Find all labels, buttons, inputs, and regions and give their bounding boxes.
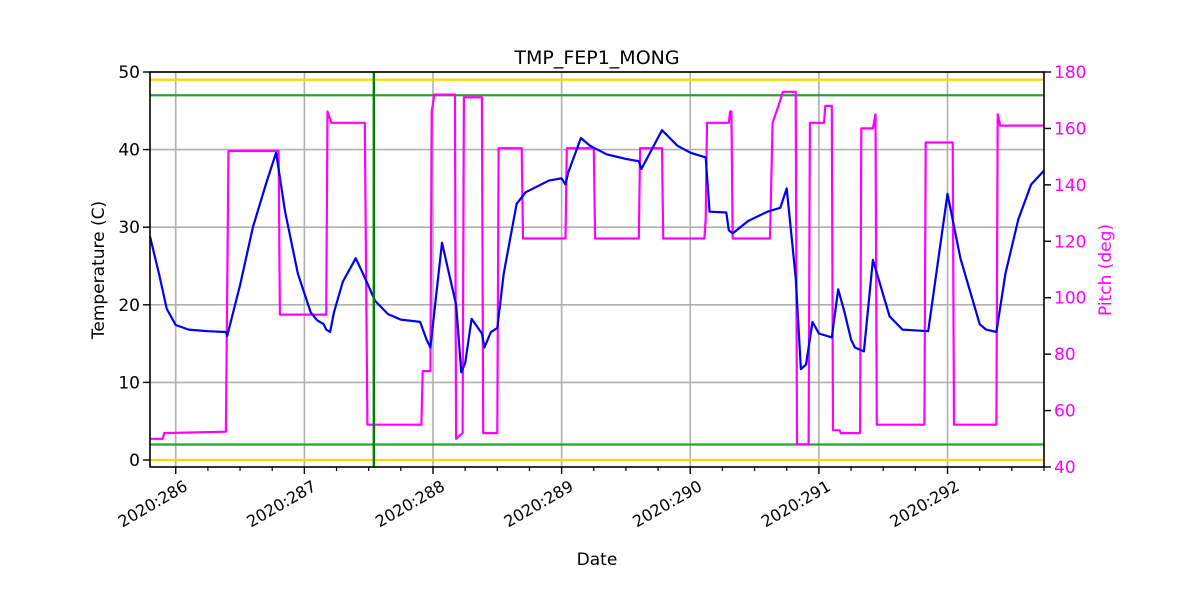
y-axis-left: 0 10 20 30 40 50	[118, 63, 150, 471]
limit-lines	[150, 78, 1044, 462]
y-tick-label: 20	[118, 296, 140, 316]
y-right-tick-label: 160	[1054, 119, 1086, 139]
pitch-line	[150, 90, 1044, 446]
y-axis-right-label: Pitch (deg)	[1096, 224, 1116, 316]
y-tick-label: 50	[118, 63, 140, 83]
y-right-tick-label: 180	[1054, 63, 1086, 83]
temperature-line	[148, 129, 1045, 374]
pitch-series	[150, 90, 1044, 446]
temperature-series	[148, 129, 1045, 374]
y-axis-left-label: Temperature (C)	[89, 201, 109, 340]
y-right-tick-label: 120	[1054, 232, 1086, 252]
y-tick-label: 0	[129, 451, 140, 471]
y-right-tick-label: 60	[1054, 402, 1076, 422]
x-axis-label: Date	[577, 550, 618, 570]
y-tick-label: 30	[118, 218, 140, 238]
y-right-tick-label: 140	[1054, 176, 1086, 196]
chart-title: TMP_FEP1_MONG	[513, 47, 679, 69]
y-right-tick-label: 80	[1054, 345, 1076, 365]
y-tick-label: 40	[118, 141, 140, 161]
y-right-tick-label: 100	[1054, 289, 1086, 309]
y-tick-label: 10	[118, 373, 140, 393]
y-right-tick-label: 40	[1054, 458, 1076, 478]
y-axis-right: 40 60 80 100 120 140 160 180	[1044, 63, 1086, 478]
plot-frame	[149, 71, 1045, 468]
